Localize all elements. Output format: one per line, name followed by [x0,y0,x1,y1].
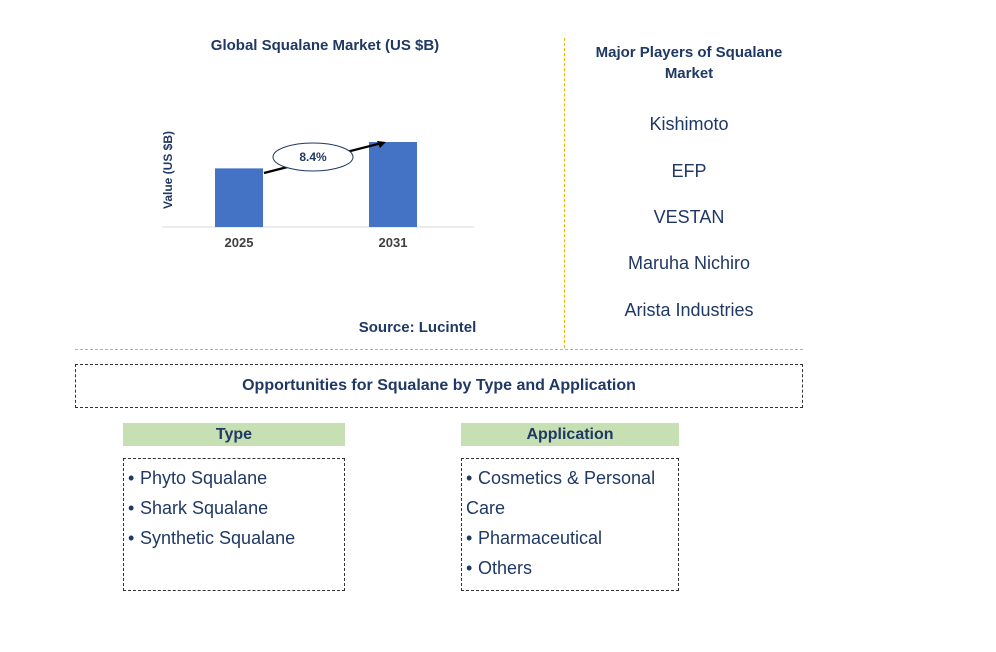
application-header: Application [461,423,679,446]
players-title: Major Players of Squalane Market [595,44,783,82]
x-tick-label: 2025 [225,235,254,250]
application-list: • Cosmetics & Personal Care • Pharmaceutic… [461,458,679,591]
bar-2031 [369,142,417,227]
player-item: VESTAN [653,207,725,227]
chart-source: Source: Lucintel [358,319,477,336]
bar-2025 [215,168,263,227]
y-axis-label: Value (US $B) [161,131,175,209]
list-item: • Cosmetics & Personal [466,468,656,488]
list-item-continuation: Care [466,498,506,518]
list-item: • Others [466,558,533,578]
player-item: EFP [671,161,707,181]
vertical-divider [564,38,565,348]
x-tick-label: 2031 [379,235,408,250]
growth-arrow-head [377,141,386,148]
list-item: • Synthetic Squalane [128,528,296,548]
opportunities-title: Opportunities for Squalane by Type and A… [75,364,803,408]
player-item: Kishimoto [649,114,729,134]
player-item: Arista Industries [624,300,754,320]
type-list: • Phyto Squalane • Shark Squalane • Synthet… [123,458,345,591]
type-header: Type [123,423,345,446]
bar-chart: Value (US $B) 2025 2031 8.4% [161,131,474,250]
cagr-label: 8.4% [299,150,327,164]
cagr-ellipse [272,142,354,172]
player-item: Maruha Nichiro [627,253,751,273]
horizontal-divider [75,349,803,350]
chart-title: Global Squalane Market (US $B) [210,37,440,54]
list-item: • Shark Squalane [128,498,269,518]
list-item: • Phyto Squalane [128,468,268,488]
list-item: • Pharmaceutical [466,528,603,548]
